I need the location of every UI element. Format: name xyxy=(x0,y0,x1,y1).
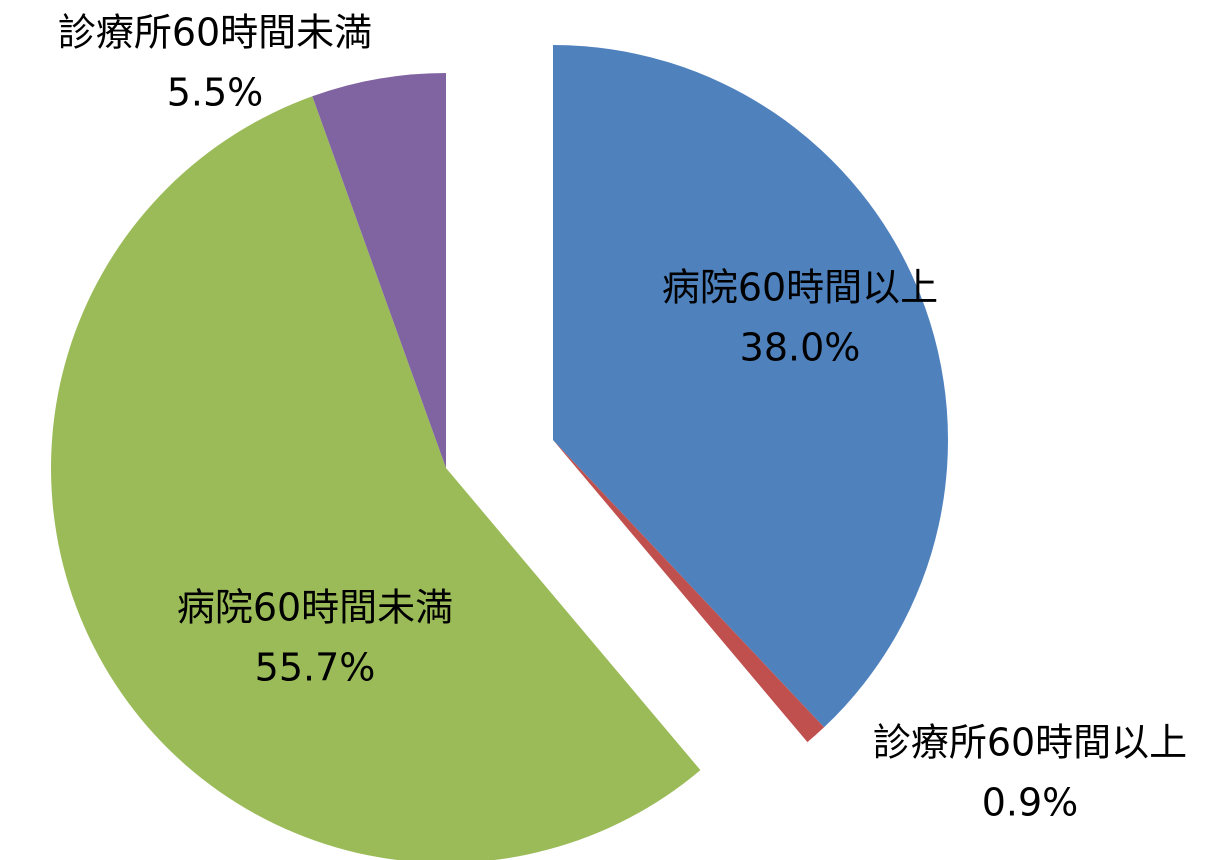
pie-slice xyxy=(553,45,948,728)
slice-label-value: 0.9% xyxy=(982,781,1079,825)
slice-label-name: 病院60時間以上 xyxy=(662,266,938,310)
pie-slice xyxy=(51,96,701,860)
slice-label-value: 5.5% xyxy=(167,71,264,115)
pie-slice xyxy=(312,73,446,468)
slice-label-value: 55.7% xyxy=(255,646,376,690)
slice-label-name: 診療所60時間以上 xyxy=(873,721,1187,765)
slice-label-name: 診療所60時間未満 xyxy=(58,11,372,55)
slice-label-name: 病院60時間未満 xyxy=(177,586,453,630)
pie-slice xyxy=(553,440,825,743)
slice-label-value: 38.0% xyxy=(740,326,861,370)
